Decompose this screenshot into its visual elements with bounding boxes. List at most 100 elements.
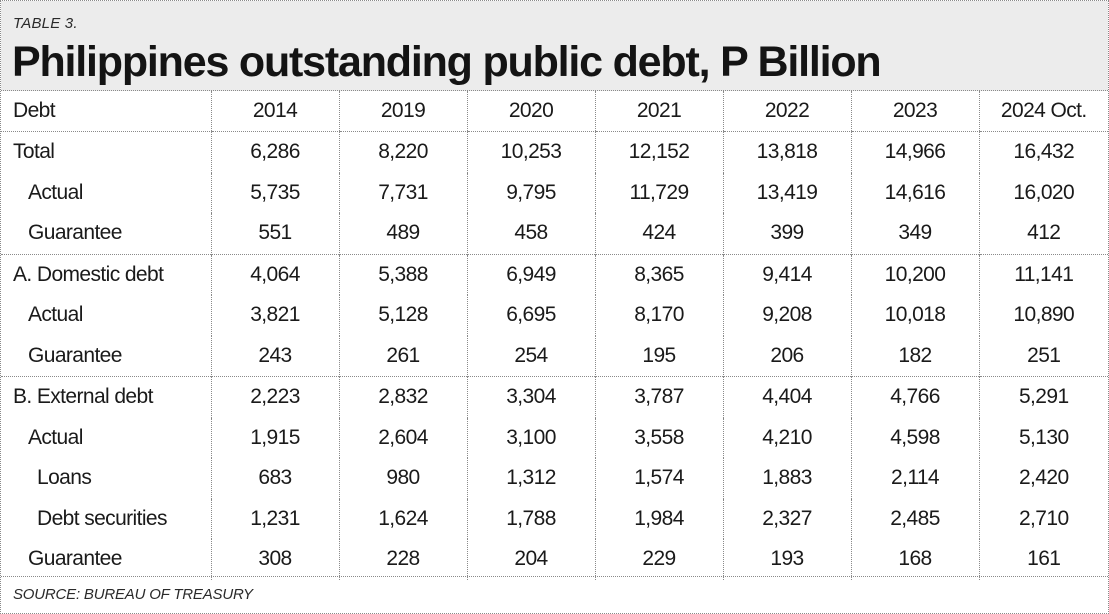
table-cell: 551: [210, 213, 339, 254]
table-cell: 13,419: [722, 172, 851, 213]
table-cell: 2,114: [850, 458, 979, 499]
column-header-2014: 2014: [210, 91, 339, 132]
table-row: A. Domestic debt 4,064 5,388 6,949 8,365 9,41…: [1, 253, 1108, 295]
table-cell: 2,485: [850, 498, 979, 539]
table-cell: 8,365: [594, 253, 723, 295]
table-cell: 11,141: [978, 253, 1108, 295]
table-cell: 1,788: [466, 498, 595, 539]
table-cell: 161: [978, 539, 1108, 580]
table-cell: 13,818: [722, 131, 851, 173]
table-cell: 11,729: [594, 172, 723, 213]
table-cell: 3,821: [210, 295, 339, 336]
table-cell: 10,890: [978, 295, 1108, 336]
table-cell: 6,949: [466, 253, 595, 295]
column-header-2024-oct: 2024 Oct.: [978, 91, 1108, 132]
table-cell: 8,220: [338, 131, 467, 173]
table-cell: 424: [594, 213, 723, 254]
column-header-2022: 2022: [722, 91, 851, 132]
table-cell: 229: [594, 539, 723, 580]
table-cell: 4,766: [850, 376, 979, 418]
row-label: A. Domestic debt: [1, 253, 211, 295]
table-cell: 399: [722, 213, 851, 254]
table-cell: 6,286: [210, 131, 339, 173]
table-cell: 12,152: [594, 131, 723, 173]
table-cell: 458: [466, 213, 595, 254]
table-cell: 9,795: [466, 172, 595, 213]
source-note: SOURCE: BUREAU OF TREASURY: [1, 576, 1108, 614]
table-cell: 3,100: [466, 417, 595, 458]
header-row: Debt 2014 2019 2020 2021 2022 2023 2024 …: [1, 91, 1108, 132]
table-cell: 1,883: [722, 458, 851, 499]
table-cell: 182: [850, 335, 979, 377]
table-row: Actual 5,735 7,731 9,795 11,729 13,419 14,616 1…: [1, 172, 1108, 213]
table-cell: 5,388: [338, 253, 467, 295]
table-row: Actual 1,915 2,604 3,100 3,558 4,210 4,598 5,13…: [1, 417, 1108, 458]
column-header-2023: 2023: [850, 91, 979, 132]
row-label: Actual: [28, 180, 83, 204]
table-cell: 2,420: [978, 458, 1108, 499]
table-cell: 683: [210, 458, 339, 499]
table-cell: 1,574: [594, 458, 723, 499]
table-cell: 1,984: [594, 498, 723, 539]
column-header-2019: 2019: [338, 91, 467, 132]
row-label: Debt securities: [37, 506, 167, 530]
table-title: Philippines outstanding public debt, P B…: [12, 38, 882, 86]
table-cell: 195: [594, 335, 723, 377]
table-cell: 5,291: [978, 376, 1108, 418]
table-cell: 9,208: [722, 295, 851, 336]
table-row: Loans 683 980 1,312 1,574 1,883 2,114 2,420: [1, 458, 1108, 499]
row-label: Guarantee: [28, 547, 122, 571]
table-cell: 489: [338, 213, 467, 254]
table-cell: 3,304: [466, 376, 595, 418]
table-row: Guarantee 243 261 254 195 206 182 251: [1, 335, 1108, 377]
table-cell: 4,598: [850, 417, 979, 458]
table-cell: 14,616: [850, 172, 979, 213]
row-label: B. External debt: [1, 376, 211, 418]
table-cell: 228: [338, 539, 467, 580]
table-cell: 1,231: [210, 498, 339, 539]
debt-table: Debt 2014 2019 2020 2021 2022 2023 2024 …: [1, 91, 1108, 580]
table-cell: 16,432: [978, 131, 1108, 173]
column-header-debt: Debt: [1, 91, 211, 132]
row-label: Guarantee: [28, 221, 122, 245]
table-cell: 4,064: [210, 253, 339, 295]
table-cell: 5,130: [978, 417, 1108, 458]
table-cell: 2,604: [338, 417, 467, 458]
table-row: Guarantee 308 228 204 229 193 168 161: [1, 539, 1108, 580]
table-row: Guarantee 551 489 458 424 399 349 412: [1, 213, 1108, 254]
row-label: Actual: [28, 425, 83, 449]
table-cell: 4,210: [722, 417, 851, 458]
table-cell: 2,710: [978, 498, 1108, 539]
table-cell: 10,018: [850, 295, 979, 336]
table-cell: 1,312: [466, 458, 595, 499]
row-label: Loans: [37, 466, 92, 490]
table-cell: 4,404: [722, 376, 851, 418]
table-body: Total 6,286 8,220 10,253 12,152 13,818 14,966 1…: [1, 131, 1108, 580]
table-cell: 5,128: [338, 295, 467, 336]
table-cell: 8,170: [594, 295, 723, 336]
table-cell: 7,731: [338, 172, 467, 213]
table-cell: 6,695: [466, 295, 595, 336]
table-row: Debt securities 1,231 1,624 1,788 1,984 2,327…: [1, 498, 1108, 539]
table-cell: 5,735: [210, 172, 339, 213]
table-cell: 349: [850, 213, 979, 254]
table-cell: 261: [338, 335, 467, 377]
table-cell: 2,327: [722, 498, 851, 539]
table-row: Total 6,286 8,220 10,253 12,152 13,818 14,966 1…: [1, 131, 1108, 173]
table-cell: 204: [466, 539, 595, 580]
table-cell: 308: [210, 539, 339, 580]
table-cell: 251: [978, 335, 1108, 377]
row-label: Guarantee: [28, 343, 122, 367]
table-cell: 2,223: [210, 376, 339, 418]
column-header-2021: 2021: [594, 91, 723, 132]
table-cell: 1,624: [338, 498, 467, 539]
table-cell: 206: [722, 335, 851, 377]
table-cell: 243: [210, 335, 339, 377]
table-cell: 10,200: [850, 253, 979, 295]
table-cell: 9,414: [722, 253, 851, 295]
table-cell: 1,915: [210, 417, 339, 458]
row-label: Total: [13, 140, 55, 164]
table-cell: 193: [722, 539, 851, 580]
table-row: B. External debt 2,223 2,832 3,304 3,787 4,40…: [1, 376, 1108, 418]
